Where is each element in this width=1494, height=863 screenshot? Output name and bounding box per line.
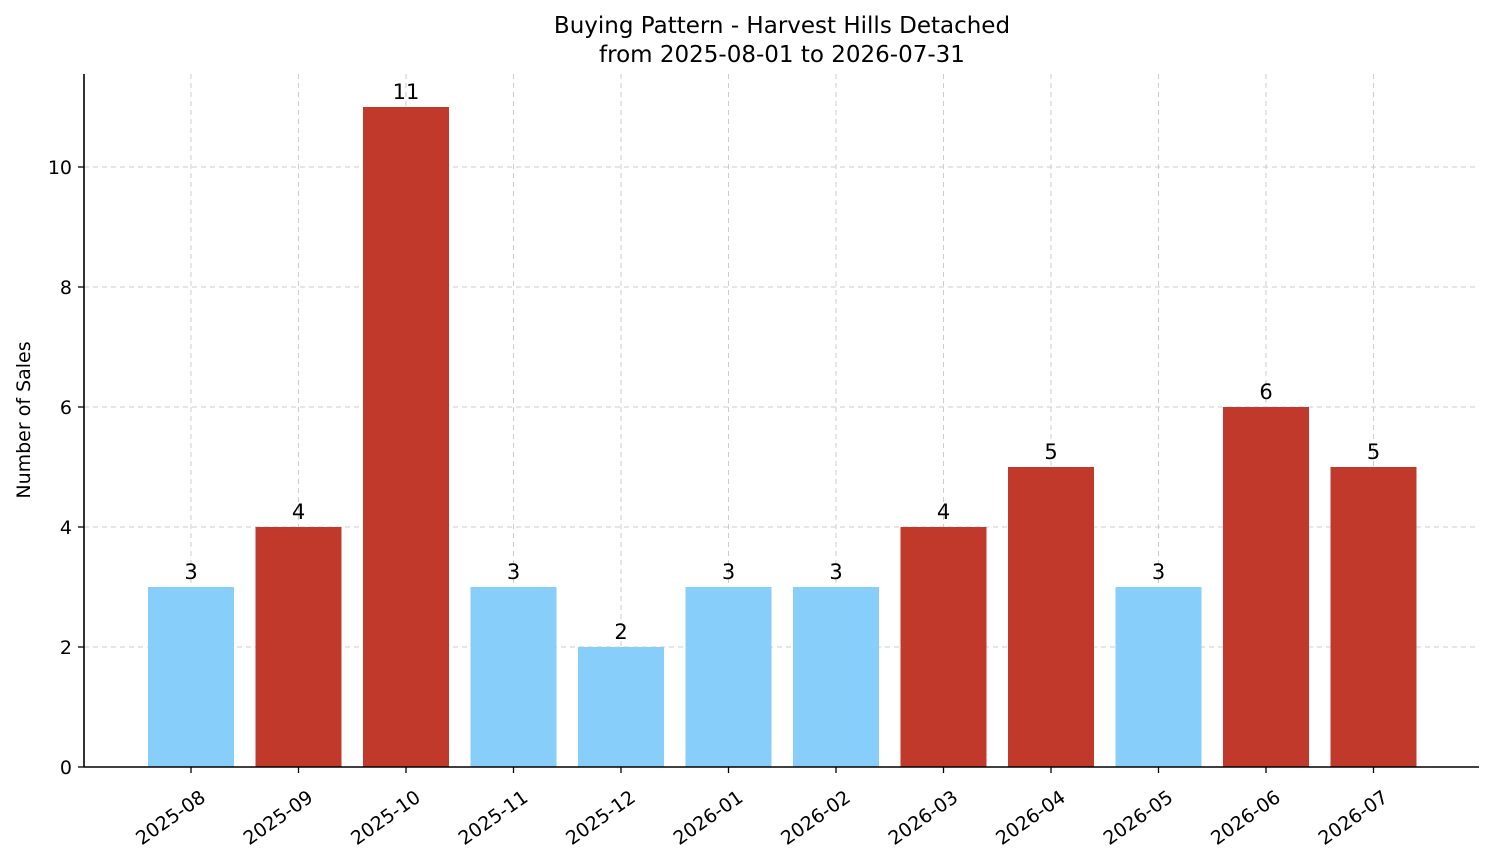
bar-2026-07: [1330, 467, 1417, 767]
y-axis-label: Number of Sales: [13, 341, 35, 498]
chart-title: Buying Pattern - Harvest Hills Detached: [554, 13, 1010, 39]
x-tick-label: 2025-12: [562, 786, 640, 850]
data-label: 2: [614, 620, 627, 644]
bar-2026-01: [685, 587, 772, 767]
x-ticks-layer: 2025-08 2025-09 2025-10 2025-11 2025-12 2026-…: [132, 767, 1392, 850]
x-tick-label: 2026-03: [885, 786, 963, 850]
x-tick-label: 2026-01: [670, 786, 748, 850]
data-label: 11: [393, 80, 420, 104]
y-tick-label: 8: [60, 277, 72, 299]
bar-2026-05: [1115, 587, 1202, 767]
y-tick-label: 0: [60, 757, 72, 779]
data-label: 4: [292, 500, 305, 524]
x-tick-label: 2026-04: [992, 786, 1070, 850]
x-tick-label: 2026-02: [777, 786, 855, 850]
data-label: 3: [1152, 560, 1165, 584]
x-tick-label: 2025-11: [455, 786, 533, 850]
x-tick-label: 2026-05: [1100, 786, 1178, 850]
bar-2026-04: [1008, 467, 1094, 767]
bar-2026-03: [900, 527, 987, 767]
data-label: 6: [1259, 380, 1272, 404]
data-label: 5: [1367, 440, 1380, 464]
y-tick-label: 4: [60, 517, 72, 539]
bar-2026-06: [1223, 407, 1309, 767]
x-tick-label: 2026-06: [1207, 786, 1285, 850]
bar-2025-10: [363, 107, 449, 767]
bar-2025-09: [255, 527, 342, 767]
axes-layer: [83, 74, 1479, 768]
bar-2025-12: [578, 647, 664, 767]
x-tick-label: 2025-10: [347, 786, 425, 850]
data-label: 3: [507, 560, 520, 584]
bar-2026-02: [793, 587, 879, 767]
data-label: 3: [184, 560, 197, 584]
y-tick-label: 6: [60, 397, 72, 419]
data-label: 3: [829, 560, 842, 584]
x-tick-label: 2025-08: [132, 786, 210, 850]
chart-subtitle: from 2025-08-01 to 2026-07-31: [599, 42, 965, 68]
bar-2025-11: [470, 587, 557, 767]
x-tick-label: 2025-09: [240, 786, 318, 850]
data-label: 4: [937, 500, 950, 524]
bar-2025-08: [148, 587, 234, 767]
y-tick-label: 2: [60, 637, 72, 659]
y-ticks-layer: 0 2 4 6 8 10: [48, 157, 84, 779]
data-label: 3: [722, 560, 735, 584]
x-tick-label: 2026-07: [1315, 786, 1393, 850]
value-labels-layer: 3 4 11 3 2 3 3 4 5 3 6 5: [184, 80, 1380, 644]
bars-layer: [148, 107, 1417, 767]
y-tick-label: 10: [48, 157, 72, 179]
data-label: 5: [1044, 440, 1057, 464]
